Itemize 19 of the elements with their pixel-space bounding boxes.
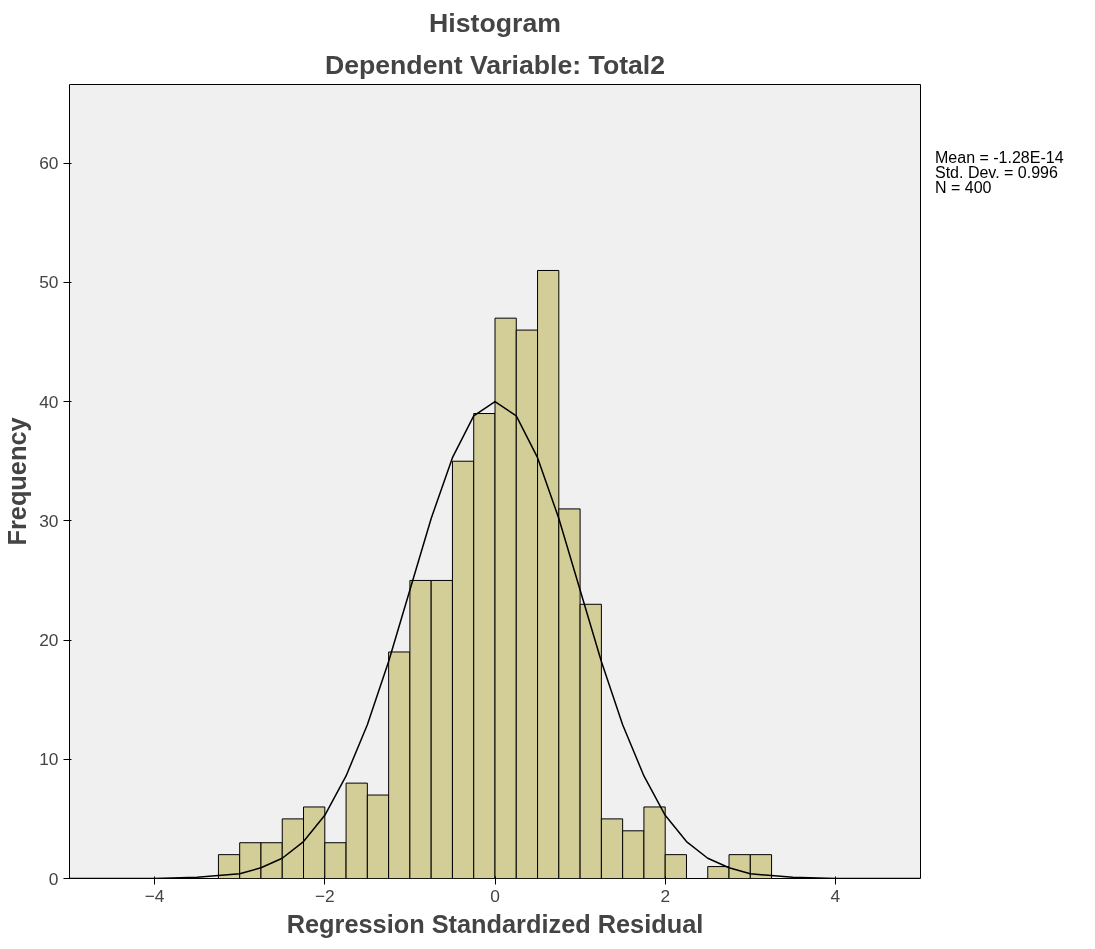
text: Std. Dev. = 0.996 [935, 164, 1058, 181]
y-tick-label: 10 [39, 749, 59, 770]
chart-title: Histogram [429, 7, 561, 38]
x-tick-label: −2 [314, 885, 335, 906]
x-tick-label: −4 [144, 885, 165, 906]
chart-subtitle: Dependent Variable: Total2 [324, 49, 666, 80]
y-tick-label: 30 [39, 510, 59, 531]
x-axis-title: Regression Standardized Residual [286, 909, 704, 938]
y-tick-label: 60 [39, 153, 59, 174]
y-tick-label: 0 [48, 868, 59, 889]
text: Mean = -1.28E-14 [935, 149, 1064, 166]
x-tick-label: 2 [660, 885, 671, 906]
y-tick-label: 20 [39, 630, 59, 651]
text: N = 400 [935, 179, 992, 196]
x-tick-label: 0 [490, 885, 500, 906]
y-tick-label: 40 [39, 391, 59, 412]
y-axis-title: Frequency [3, 417, 32, 546]
y-tick-label: 50 [39, 272, 59, 293]
x-tick-label: 4 [830, 885, 841, 906]
